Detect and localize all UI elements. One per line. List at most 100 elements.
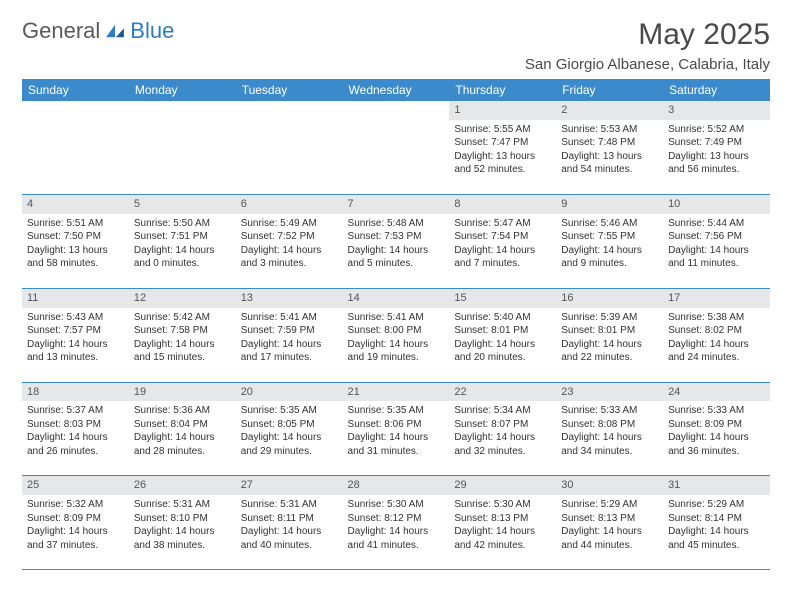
day-details: Sunrise: 5:31 AMSunset: 8:11 PMDaylight:… — [236, 495, 343, 569]
day-details: Sunrise: 5:30 AMSunset: 8:12 PMDaylight:… — [343, 495, 450, 569]
calendar-day-cell: 5Sunrise: 5:50 AMSunset: 7:51 PMDaylight… — [129, 194, 236, 288]
day-details: Sunrise: 5:33 AMSunset: 8:08 PMDaylight:… — [556, 401, 663, 475]
day-number: 22 — [449, 383, 556, 402]
day-number: 1 — [449, 101, 556, 120]
day-details: Sunrise: 5:50 AMSunset: 7:51 PMDaylight:… — [129, 214, 236, 288]
calendar-day-cell: 15Sunrise: 5:40 AMSunset: 8:01 PMDayligh… — [449, 288, 556, 382]
day-details: Sunrise: 5:44 AMSunset: 7:56 PMDaylight:… — [663, 214, 770, 288]
calendar-day-cell: 21Sunrise: 5:35 AMSunset: 8:06 PMDayligh… — [343, 382, 450, 476]
day-number: 14 — [343, 289, 450, 308]
day-details: Sunrise: 5:43 AMSunset: 7:57 PMDaylight:… — [22, 308, 129, 382]
day-details: Sunrise: 5:55 AMSunset: 7:47 PMDaylight:… — [449, 120, 556, 194]
calendar-day-cell: 19Sunrise: 5:36 AMSunset: 8:04 PMDayligh… — [129, 382, 236, 476]
calendar-day-cell: 18Sunrise: 5:37 AMSunset: 8:03 PMDayligh… — [22, 382, 129, 476]
day-details: Sunrise: 5:48 AMSunset: 7:53 PMDaylight:… — [343, 214, 450, 288]
calendar-day-cell: 4Sunrise: 5:51 AMSunset: 7:50 PMDaylight… — [22, 194, 129, 288]
header: General Blue May 2025 San Giorgio Albane… — [22, 18, 770, 73]
calendar-day-cell: 30Sunrise: 5:29 AMSunset: 8:13 PMDayligh… — [556, 476, 663, 570]
day-number: 24 — [663, 383, 770, 402]
calendar-day-cell: 9Sunrise: 5:46 AMSunset: 7:55 PMDaylight… — [556, 194, 663, 288]
calendar-day-cell: 17Sunrise: 5:38 AMSunset: 8:02 PMDayligh… — [663, 288, 770, 382]
day-details: Sunrise: 5:37 AMSunset: 8:03 PMDaylight:… — [22, 401, 129, 475]
day-details: Sunrise: 5:51 AMSunset: 7:50 PMDaylight:… — [22, 214, 129, 288]
day-number: 12 — [129, 289, 236, 308]
day-details: Sunrise: 5:38 AMSunset: 8:02 PMDaylight:… — [663, 308, 770, 382]
day-number: 13 — [236, 289, 343, 308]
calendar-day-cell: 7Sunrise: 5:48 AMSunset: 7:53 PMDaylight… — [343, 194, 450, 288]
day-details: Sunrise: 5:41 AMSunset: 8:00 PMDaylight:… — [343, 308, 450, 382]
day-number: 19 — [129, 383, 236, 402]
day-details — [236, 120, 343, 194]
calendar-day-cell: 27Sunrise: 5:31 AMSunset: 8:11 PMDayligh… — [236, 476, 343, 570]
calendar-day-cell: 28Sunrise: 5:30 AMSunset: 8:12 PMDayligh… — [343, 476, 450, 570]
weekday-header: Sunday — [22, 79, 129, 101]
day-number: 23 — [556, 383, 663, 402]
calendar-day-cell: 24Sunrise: 5:33 AMSunset: 8:09 PMDayligh… — [663, 382, 770, 476]
day-number: 6 — [236, 195, 343, 214]
day-details — [343, 120, 450, 194]
day-details: Sunrise: 5:31 AMSunset: 8:10 PMDaylight:… — [129, 495, 236, 569]
calendar-day-cell: 26Sunrise: 5:31 AMSunset: 8:10 PMDayligh… — [129, 476, 236, 570]
day-details: Sunrise: 5:46 AMSunset: 7:55 PMDaylight:… — [556, 214, 663, 288]
day-details — [129, 120, 236, 194]
day-number: 7 — [343, 195, 450, 214]
logo-sail-icon — [104, 23, 126, 39]
calendar-day-cell: 20Sunrise: 5:35 AMSunset: 8:05 PMDayligh… — [236, 382, 343, 476]
calendar-week-row: 11Sunrise: 5:43 AMSunset: 7:57 PMDayligh… — [22, 288, 770, 382]
day-number: 9 — [556, 195, 663, 214]
weekday-header-row: SundayMondayTuesdayWednesdayThursdayFrid… — [22, 79, 770, 101]
month-title: May 2025 — [525, 18, 770, 52]
calendar-day-cell: 13Sunrise: 5:41 AMSunset: 7:59 PMDayligh… — [236, 288, 343, 382]
calendar-week-row: 4Sunrise: 5:51 AMSunset: 7:50 PMDaylight… — [22, 194, 770, 288]
calendar-day-cell: 12Sunrise: 5:42 AMSunset: 7:58 PMDayligh… — [129, 288, 236, 382]
day-number: 28 — [343, 476, 450, 495]
title-block: May 2025 San Giorgio Albanese, Calabria,… — [525, 18, 770, 73]
day-number: 11 — [22, 289, 129, 308]
calendar-day-cell — [22, 101, 129, 194]
day-details: Sunrise: 5:53 AMSunset: 7:48 PMDaylight:… — [556, 120, 663, 194]
calendar-day-cell — [129, 101, 236, 194]
calendar-day-cell — [343, 101, 450, 194]
logo: General Blue — [22, 18, 174, 44]
day-details: Sunrise: 5:47 AMSunset: 7:54 PMDaylight:… — [449, 214, 556, 288]
calendar-day-cell: 31Sunrise: 5:29 AMSunset: 8:14 PMDayligh… — [663, 476, 770, 570]
day-details: Sunrise: 5:36 AMSunset: 8:04 PMDaylight:… — [129, 401, 236, 475]
calendar-body: 1Sunrise: 5:55 AMSunset: 7:47 PMDaylight… — [22, 101, 770, 570]
day-details: Sunrise: 5:35 AMSunset: 8:05 PMDaylight:… — [236, 401, 343, 475]
day-number: 25 — [22, 476, 129, 495]
day-number: 15 — [449, 289, 556, 308]
day-number: 5 — [129, 195, 236, 214]
day-number: 20 — [236, 383, 343, 402]
calendar-week-row: 25Sunrise: 5:32 AMSunset: 8:09 PMDayligh… — [22, 476, 770, 570]
day-details — [22, 120, 129, 194]
logo-text-general: General — [22, 18, 100, 44]
day-number: 21 — [343, 383, 450, 402]
day-number: 10 — [663, 195, 770, 214]
calendar-day-cell: 29Sunrise: 5:30 AMSunset: 8:13 PMDayligh… — [449, 476, 556, 570]
day-details: Sunrise: 5:33 AMSunset: 8:09 PMDaylight:… — [663, 401, 770, 475]
day-number: 3 — [663, 101, 770, 120]
calendar-day-cell: 25Sunrise: 5:32 AMSunset: 8:09 PMDayligh… — [22, 476, 129, 570]
location-text: San Giorgio Albanese, Calabria, Italy — [525, 56, 770, 73]
weekday-header: Monday — [129, 79, 236, 101]
day-number: 17 — [663, 289, 770, 308]
calendar-day-cell: 11Sunrise: 5:43 AMSunset: 7:57 PMDayligh… — [22, 288, 129, 382]
day-number: 16 — [556, 289, 663, 308]
calendar-day-cell: 23Sunrise: 5:33 AMSunset: 8:08 PMDayligh… — [556, 382, 663, 476]
calendar-day-cell: 14Sunrise: 5:41 AMSunset: 8:00 PMDayligh… — [343, 288, 450, 382]
day-details: Sunrise: 5:29 AMSunset: 8:13 PMDaylight:… — [556, 495, 663, 569]
weekday-header: Thursday — [449, 79, 556, 101]
day-details: Sunrise: 5:40 AMSunset: 8:01 PMDaylight:… — [449, 308, 556, 382]
day-details: Sunrise: 5:32 AMSunset: 8:09 PMDaylight:… — [22, 495, 129, 569]
calendar-day-cell: 10Sunrise: 5:44 AMSunset: 7:56 PMDayligh… — [663, 194, 770, 288]
weekday-header: Friday — [556, 79, 663, 101]
calendar-day-cell — [236, 101, 343, 194]
calendar-week-row: 18Sunrise: 5:37 AMSunset: 8:03 PMDayligh… — [22, 382, 770, 476]
weekday-header: Saturday — [663, 79, 770, 101]
logo-text-blue: Blue — [130, 21, 174, 41]
day-details: Sunrise: 5:49 AMSunset: 7:52 PMDaylight:… — [236, 214, 343, 288]
weekday-header: Tuesday — [236, 79, 343, 101]
calendar-day-cell: 2Sunrise: 5:53 AMSunset: 7:48 PMDaylight… — [556, 101, 663, 194]
calendar-table: SundayMondayTuesdayWednesdayThursdayFrid… — [22, 79, 770, 570]
day-number: 8 — [449, 195, 556, 214]
